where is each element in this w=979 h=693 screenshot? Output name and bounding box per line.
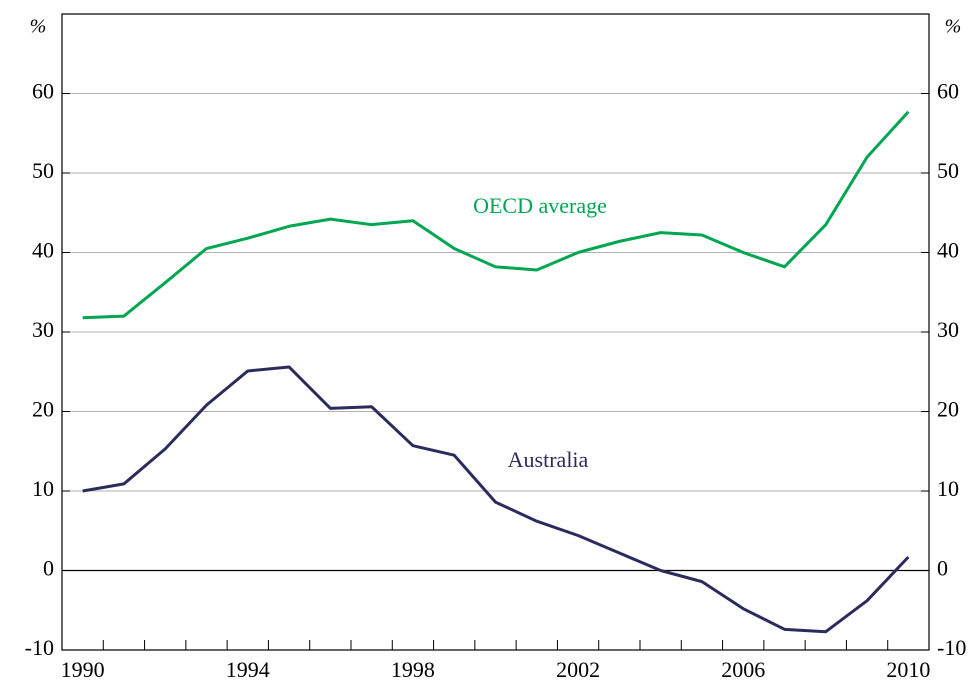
y-tick-label-right: 60: [937, 79, 959, 104]
y-tick-label: 30: [32, 317, 54, 342]
y-tick-label: 10: [32, 476, 54, 501]
y-unit-right: %: [945, 16, 962, 38]
series-label: Australia: [508, 447, 589, 472]
x-tick-label: 2006: [721, 657, 765, 682]
x-tick-label: 2002: [556, 657, 600, 682]
y-tick-label-right: 50: [937, 158, 959, 183]
y-tick-label-right: 0: [937, 556, 948, 581]
y-tick-label: -10: [25, 635, 54, 660]
x-tick-label: 1990: [61, 657, 105, 682]
plot-frame: [61, 13, 930, 651]
y-tick-label: 60: [32, 79, 54, 104]
y-tick-label-right: 30: [937, 317, 959, 342]
x-tick-label: 1994: [226, 657, 270, 682]
y-tick-label: 20: [32, 397, 54, 422]
series-line: [82, 365, 910, 634]
y-tick-label-right: 20: [937, 397, 959, 422]
x-tick-label: 1998: [391, 657, 435, 682]
series-label: OECD average: [473, 193, 607, 218]
y-unit-left: %: [30, 16, 47, 38]
y-tick-label-right: -10: [937, 635, 966, 660]
y-tick-label: 50: [32, 158, 54, 183]
y-tick-label: 0: [43, 556, 54, 581]
y-tick-label-right: 40: [937, 238, 959, 263]
x-tick-label: 2010: [886, 657, 930, 682]
y-tick-label-right: 10: [937, 476, 959, 501]
y-tick-label: 40: [32, 238, 54, 263]
series-line: [82, 110, 910, 320]
